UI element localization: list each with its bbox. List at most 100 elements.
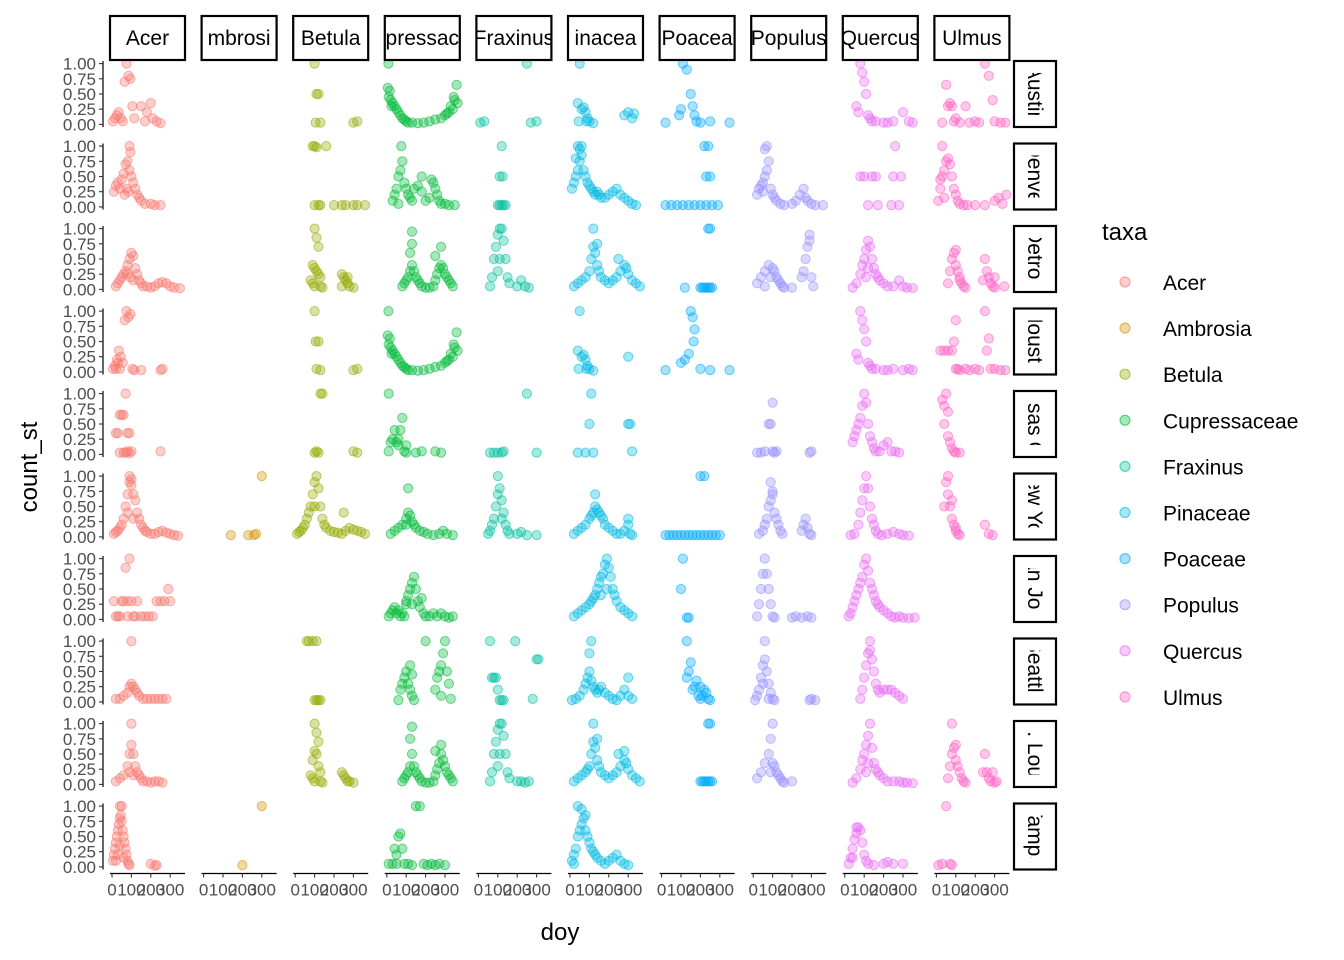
y-axis: 0.000.250.500.751.00: [63, 632, 104, 712]
legend-key: [1119, 460, 1131, 472]
x-tick-label: 0: [199, 881, 208, 900]
data-point: [403, 117, 414, 128]
y-tick-label: 0.50: [63, 85, 96, 104]
data-point: [155, 118, 166, 129]
data-point: [451, 79, 462, 91]
data-point: [568, 177, 580, 188]
data-point: [987, 767, 998, 778]
data-point: [601, 553, 613, 564]
data-point: [817, 200, 829, 211]
legend-key: [1119, 691, 1131, 703]
data-point: [882, 281, 893, 292]
data-point: [122, 507, 133, 518]
data-point: [408, 695, 420, 706]
row-strip-box: [1012, 59, 1058, 129]
data-point: [143, 611, 154, 622]
col-strip: Populus: [750, 14, 828, 62]
legend-label: Fraxinus: [1163, 456, 1244, 479]
data-point: [403, 365, 414, 376]
data-point: [406, 238, 418, 249]
data-point: [634, 776, 645, 787]
data-point: [578, 165, 589, 176]
y-tick-label: 0.25: [63, 843, 96, 862]
data-point: [114, 840, 125, 851]
data-point: [521, 530, 533, 541]
data-point: [256, 801, 267, 812]
data-point: [960, 101, 971, 112]
data-point: [855, 693, 866, 705]
y-axis: 0.000.250.500.751.00: [63, 55, 104, 134]
data-point: [786, 776, 798, 787]
y-tick-label: 0.00: [63, 858, 96, 877]
data-point: [857, 837, 868, 848]
col-strip-label: Fraxinus: [474, 27, 555, 50]
panel: [108, 471, 184, 541]
data-point: [944, 501, 956, 512]
data-point: [159, 596, 170, 607]
data-point: [619, 858, 630, 870]
data-point: [706, 200, 718, 211]
data-point: [757, 186, 769, 197]
row-strip: Austin: [1012, 59, 1058, 129]
data-point: [983, 70, 994, 81]
data-point: [939, 501, 950, 512]
x-tick-label: 0: [932, 881, 941, 900]
y-axis: 0.000.250.500.751.00: [63, 550, 104, 629]
panel: [110, 247, 185, 294]
data-point: [946, 171, 958, 182]
data-point: [586, 388, 597, 399]
y-tick-label: 0.00: [63, 528, 96, 547]
panel: [752, 718, 798, 788]
data-point: [430, 684, 441, 695]
data-point: [352, 200, 363, 211]
legend-item: Poaceae: [1119, 549, 1246, 572]
data-point: [447, 281, 458, 292]
data-point: [126, 474, 137, 485]
data-point: [443, 200, 454, 211]
data-point: [703, 530, 714, 541]
data-point: [393, 171, 404, 182]
y-tick-label: 0.25: [63, 513, 96, 532]
data-point: [630, 200, 642, 211]
data-point: [406, 599, 418, 610]
panel: [309, 388, 363, 458]
data-point: [861, 553, 872, 564]
col-strip: mbrosi: [200, 14, 278, 62]
data-point: [315, 365, 326, 376]
y-tick-label: 0.50: [63, 333, 96, 352]
data-point: [405, 583, 416, 595]
data-point: [533, 654, 544, 665]
data-point: [408, 266, 420, 277]
data-point: [250, 528, 262, 540]
x-tick-label: 200: [320, 881, 348, 900]
data-point: [359, 528, 371, 540]
data-point: [116, 174, 127, 185]
data-point: [130, 263, 141, 274]
data-point: [894, 200, 905, 211]
data-point: [937, 394, 948, 405]
x-tick-label: 100: [484, 881, 512, 900]
data-point: [878, 365, 889, 376]
data-point: [576, 804, 587, 815]
data-point: [619, 525, 630, 536]
x-tick-label: 100: [117, 881, 145, 900]
data-point: [497, 171, 508, 182]
data-point: [933, 195, 944, 206]
data-point: [307, 636, 318, 647]
data-point: [634, 281, 645, 292]
data-point: [890, 141, 901, 152]
data-point: [954, 530, 965, 541]
data-point: [531, 447, 542, 458]
data-point: [767, 397, 778, 408]
data-point: [753, 684, 765, 695]
data-point: [141, 281, 152, 292]
data-point: [689, 681, 700, 692]
data-point: [907, 117, 918, 128]
data-point: [387, 195, 398, 206]
x-tick-label: 200: [137, 881, 165, 900]
data-point: [864, 645, 876, 656]
data-point: [441, 666, 452, 677]
data-point: [724, 117, 735, 128]
data-point: [113, 345, 124, 356]
